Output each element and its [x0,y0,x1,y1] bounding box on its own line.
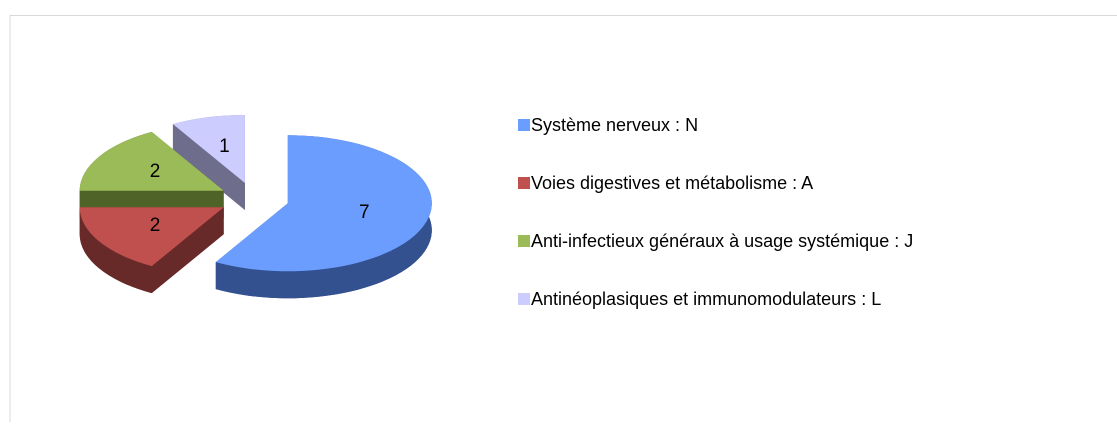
legend-label: Système nerveux : N [531,115,698,135]
legend: Système nerveux : N Voies digestives et m… [518,115,913,309]
legend-marker [518,235,530,247]
slice-edge [79,207,152,294]
value-label: 1 [219,136,230,157]
legend-label: Antinéoplasiques et immunomodulateurs : … [531,289,881,309]
legend-marker [518,119,530,131]
value-label: 2 [150,215,161,236]
legend-marker [518,177,530,189]
value-label: 7 [359,202,370,223]
value-label: 2 [150,161,161,182]
slice [215,135,432,272]
legend-label: Voies digestives et métabolisme : A [531,173,813,193]
legend-label: Anti-infectieux généraux à usage systémi… [531,231,913,251]
slice [79,131,224,191]
chart-frame [9,15,1117,422]
pie: 1 2 2 7 [79,115,432,299]
legend-marker [518,293,530,305]
slice [172,115,245,184]
slice [79,207,224,267]
